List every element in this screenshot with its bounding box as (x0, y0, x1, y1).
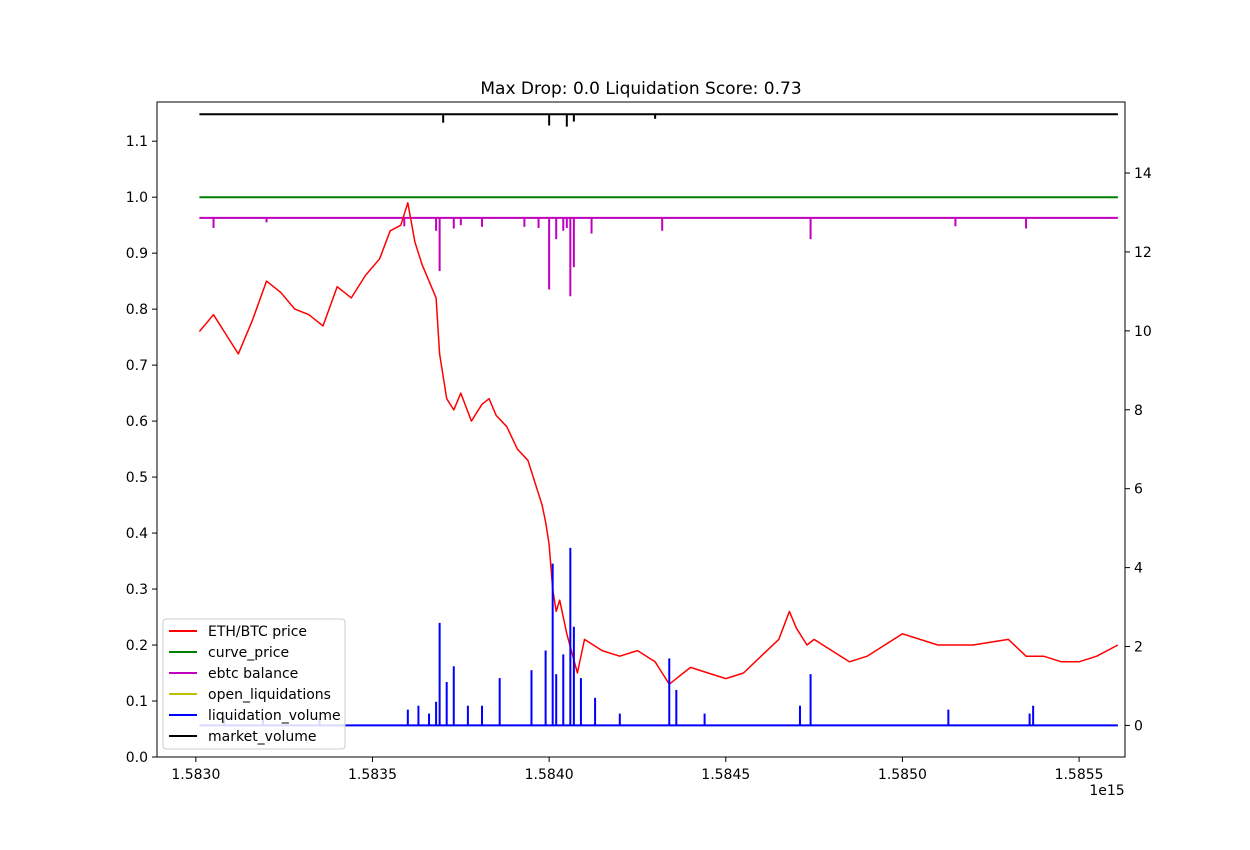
x-tick-label: 1.5845 (701, 767, 750, 783)
x-offset-label: 1e15 (1089, 783, 1124, 799)
y-right-tick-label: 6 (1134, 482, 1143, 498)
y-right-tick-label: 12 (1134, 245, 1152, 261)
y-left-tick-label: 0.9 (126, 246, 148, 262)
legend-box (162, 618, 346, 750)
x-tick-label: 1.5850 (878, 767, 927, 783)
y-right-tick-label: 0 (1134, 718, 1143, 734)
y-right-tick-label: 14 (1134, 166, 1152, 182)
series-layer (198, 113, 1119, 727)
y-left-tick-label: 0.7 (126, 358, 148, 374)
legend-label: market_volume (208, 729, 317, 745)
y-right-tick-label: 10 (1134, 324, 1152, 340)
y-left-tick-label: 0.5 (126, 470, 148, 486)
plot-frame (156, 101, 1126, 758)
y-right-tick-label: 4 (1134, 561, 1143, 577)
y-left-tick-label: 1.0 (126, 190, 148, 206)
legend-label: ETH/BTC price (208, 624, 307, 640)
y-left-tick-label: 0.6 (126, 414, 148, 430)
y-left-tick-label: 0.3 (126, 582, 148, 598)
x-tick-label: 1.5840 (525, 767, 574, 783)
legend-label: curve_price (208, 645, 289, 661)
y-left-tick-label: 0.8 (126, 302, 148, 318)
y-left-tick-label: 0.2 (126, 638, 148, 654)
y-right-tick-label: 8 (1134, 403, 1143, 419)
y-left-tick-label: 1.1 (126, 134, 148, 150)
chart-title: Max Drop: 0.0 Liquidation Score: 0.73 (480, 79, 801, 99)
y-right-tick-label: 2 (1134, 640, 1143, 656)
axes-layer: 1.5830 1.5835 1.5840 1.5845 1.5850 1.5855 0.0 0… (126, 101, 1152, 783)
x-tick-label: 1.5855 (1055, 767, 1104, 783)
y-left-tick-label: 0.4 (126, 526, 148, 542)
y-left-tick-label: 0.0 (126, 750, 148, 766)
x-tick-label: 1.5835 (348, 767, 397, 783)
legend-label: liquidation_volume (208, 708, 341, 724)
y-left-tick-label: 0.1 (126, 694, 148, 710)
legend-label: open_liquidations (208, 687, 331, 703)
legend-label: ebtc balance (208, 666, 298, 682)
x-tick-label: 1.5830 (171, 767, 220, 783)
